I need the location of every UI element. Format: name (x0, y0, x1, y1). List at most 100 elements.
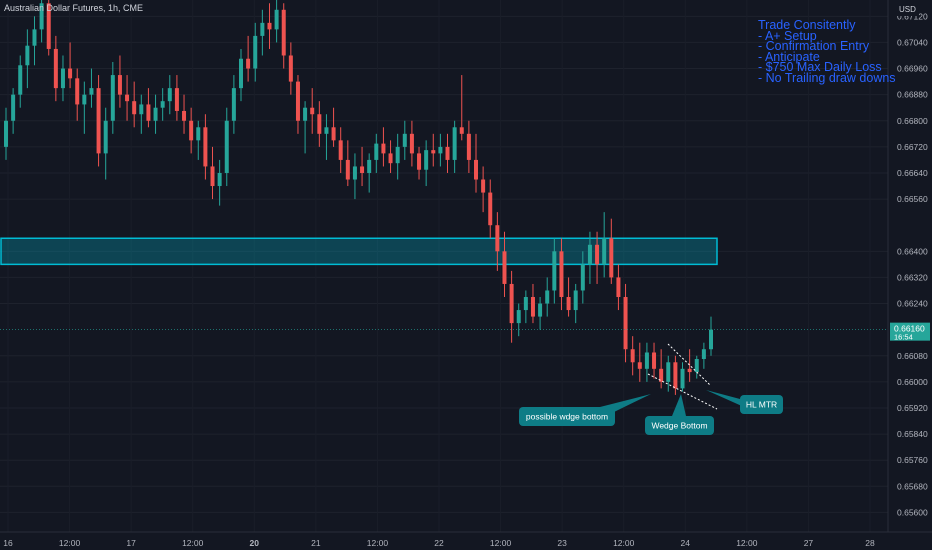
candle-body (196, 127, 201, 141)
candle-body (623, 297, 628, 350)
x-tick-label: 17 (126, 538, 136, 548)
price-axis[interactable]: 0.67120 0.67040 0.66960 0.66880 0.66800 0.667… (887, 0, 932, 550)
x-tick-label: 12:00 (736, 538, 758, 548)
y-tick-label: 0.66720 (897, 142, 928, 152)
candle-body (580, 264, 585, 291)
candle-body (481, 179, 486, 193)
candle-body (182, 110, 187, 121)
y-tick-label: 0.66960 (897, 64, 928, 74)
candle-body (75, 78, 80, 105)
y-tick-label: 0.65760 (897, 455, 928, 465)
currency-label: USD (899, 5, 916, 14)
candle-body (516, 310, 521, 324)
callout-label: possible wdge bottom (526, 412, 608, 422)
candle-body (146, 104, 151, 121)
candle-body (530, 297, 535, 317)
candle-body (89, 88, 94, 95)
y-tick-label: 0.66800 (897, 116, 928, 126)
candle-body (246, 58, 251, 69)
note-line: - No Trailing draw downs (758, 70, 896, 85)
x-tick-label: 22 (434, 538, 444, 548)
candlestick-series (0, 0, 888, 395)
candle-body (160, 101, 165, 108)
candle-body (4, 120, 8, 147)
x-tick-label: 16 (3, 538, 13, 548)
candle-body (139, 104, 144, 115)
x-tick-label: 12:00 (59, 538, 81, 548)
candle-body (253, 35, 258, 69)
last-price-tag (890, 322, 930, 341)
x-tick-label: 12:00 (367, 538, 389, 548)
candle-body (659, 368, 664, 382)
candle-body (602, 238, 607, 265)
wedge-lower-line (647, 373, 718, 410)
candle-body (352, 166, 357, 180)
y-tick-label: 0.66320 (897, 272, 928, 282)
candle-body (310, 107, 315, 115)
candle-body (609, 238, 614, 278)
candle-body (317, 114, 322, 134)
y-tick-label: 0.66880 (897, 90, 928, 100)
candle-body (381, 143, 386, 154)
candle-body (32, 29, 37, 46)
candle-body (452, 127, 457, 160)
candle-body (552, 251, 557, 291)
candle-body (701, 349, 706, 360)
candle-body (153, 107, 158, 121)
candle-body (338, 140, 343, 160)
candle-body (110, 75, 115, 121)
note-line: - Anticipate (758, 49, 820, 64)
wedge-lines (647, 343, 718, 410)
candle-body (388, 153, 393, 164)
candle-body (616, 277, 621, 298)
candle-body (652, 352, 657, 369)
candle-body (474, 159, 478, 180)
candle-body (68, 68, 73, 79)
candle-body (203, 127, 208, 167)
candle-body (267, 22, 272, 30)
y-tick-label: 0.65920 (897, 403, 928, 413)
x-tick-label: 23 (557, 538, 567, 548)
candle-body (367, 159, 372, 173)
annotation-callouts: possible wdge bottom Wedge Bottom HL MTR (519, 390, 783, 435)
candle-body (566, 297, 571, 311)
candle-body (502, 251, 507, 284)
trading-rules-note: Trade Consitently - A+ Setup - Confirmat… (758, 19, 896, 85)
callout-box (645, 416, 714, 435)
callout-label: HL MTR (746, 400, 777, 410)
y-tick-label: 0.66560 (897, 194, 928, 204)
candle-body (509, 283, 514, 324)
y-tick-label: 0.65840 (897, 429, 928, 439)
candle-body (523, 297, 528, 311)
candle-body (303, 107, 308, 121)
note-line: - A+ Setup (758, 28, 817, 43)
candle-body (545, 290, 550, 304)
candle-body (217, 172, 222, 187)
x-tick-label: 24 (681, 538, 691, 548)
candle-body (274, 9, 279, 30)
candle-body (445, 146, 450, 160)
x-tick-label: 21 (311, 538, 321, 548)
y-tick-label: 0.67040 (897, 37, 928, 47)
candle-body (39, 3, 44, 30)
x-tick-label: 12:00 (182, 538, 204, 548)
candle-body (345, 159, 350, 180)
candle-body (495, 225, 500, 252)
x-tick-label: 12:00 (490, 538, 512, 548)
time-axis[interactable]: 16 12:00 17 12:00 20 21 12:00 22 12:00 23 12:00 24 1… (0, 531, 932, 548)
candle-body (488, 192, 493, 226)
candle-body (18, 65, 23, 95)
note-line: - Confirmation Entry (758, 39, 870, 53)
x-tick-label: 28 (865, 538, 875, 548)
candle-body (189, 120, 194, 141)
last-price-value: 0.66160 (894, 324, 925, 334)
candle-body (96, 88, 101, 154)
candle-body (666, 362, 671, 382)
y-tick-label: 0.66240 (897, 299, 928, 309)
candle-body (573, 290, 578, 311)
candle-body (459, 127, 464, 134)
price-axis-bg (888, 0, 932, 550)
candle-body (125, 94, 130, 102)
x-tick-label: 27 (804, 538, 814, 548)
